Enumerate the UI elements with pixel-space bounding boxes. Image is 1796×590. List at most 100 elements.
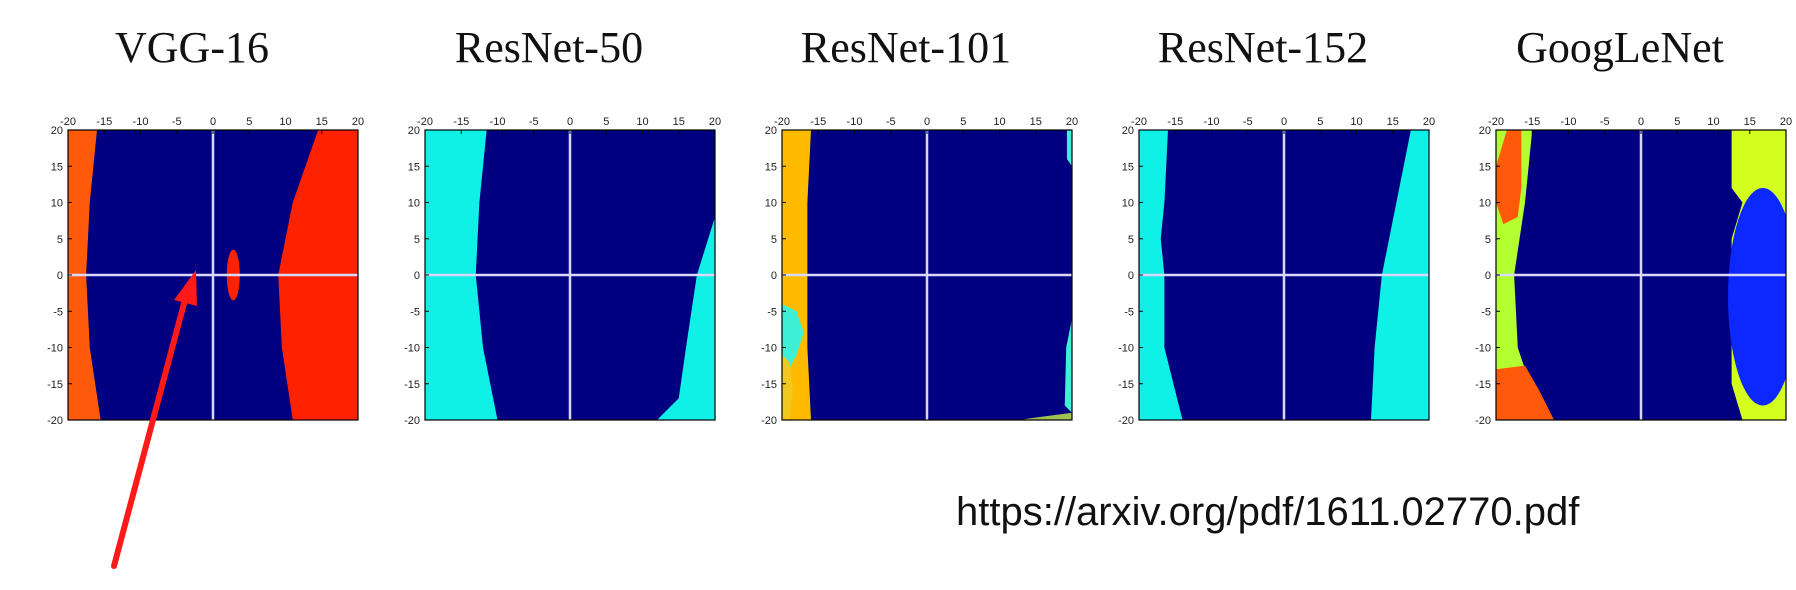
y-tick-label: 20	[51, 125, 63, 137]
x-tick-label: 0	[210, 116, 216, 128]
y-tick-label: 20	[765, 125, 777, 137]
y-tick-label: -10	[1118, 343, 1134, 355]
panel-resnet152: ResNet-152 -20 -15 -10 -5 0 5 10 15 20 20 15 10 5 0 -5…	[1093, 0, 1433, 440]
x-tick-label: -5	[1243, 116, 1253, 128]
x-tick-label: 10	[279, 116, 291, 128]
x-tick-label: -10	[847, 116, 863, 128]
y-tick-label: -5	[53, 306, 63, 318]
panel-title: ResNet-152	[1093, 22, 1433, 73]
y-tick-label: -20	[761, 415, 777, 427]
x-tick-label: -10	[1561, 116, 1577, 128]
y-tick-label: 0	[1485, 270, 1491, 282]
x-tick-label: -10	[1204, 116, 1220, 128]
y-tick-label: -5	[1481, 306, 1491, 318]
x-tick-label: 5	[960, 116, 966, 128]
x-tick-label: 5	[246, 116, 252, 128]
y-tick-label: -5	[767, 306, 777, 318]
y-tick-label: 20	[408, 125, 420, 137]
y-tick-label: 15	[1122, 161, 1134, 173]
y-tick-label: -20	[1118, 415, 1134, 427]
x-tick-label: 0	[924, 116, 930, 128]
y-tick-label: -10	[404, 343, 420, 355]
y-tick-label: 15	[1479, 161, 1491, 173]
y-tick-label: 10	[408, 198, 420, 210]
y-tick-label: 0	[771, 270, 777, 282]
y-tick-label: 10	[1479, 198, 1491, 210]
panel-title: ResNet-50	[379, 22, 719, 73]
y-tick-label: 0	[57, 270, 63, 282]
heatmap-plot: -20 -15 -10 -5 0 5 10 15 20 20 15 10 5 0 -5 -10 -15 -20	[1450, 100, 1790, 430]
x-tick-label: 10	[993, 116, 1005, 128]
y-tick-label: 15	[51, 161, 63, 173]
x-tick-label: 0	[1638, 116, 1644, 128]
heatmap-plot: -20 -15 -10 -5 0 5 10 15 20 20 15 10 5 0 -5 -10 -15 -20	[736, 100, 1076, 430]
x-tick-label: -15	[1167, 116, 1183, 128]
y-tick-label: -15	[1475, 379, 1491, 391]
x-tick-label: -5	[172, 116, 182, 128]
y-tick-label: -15	[404, 379, 420, 391]
y-tick-label: -10	[1475, 343, 1491, 355]
plot-area	[1496, 130, 1796, 420]
y-tick-label: -10	[761, 343, 777, 355]
y-tick-label: -15	[1118, 379, 1134, 391]
x-tick-label: -5	[886, 116, 896, 128]
x-tick-label: -5	[1600, 116, 1610, 128]
x-tick-label: -15	[96, 116, 112, 128]
plot-area	[782, 130, 1072, 420]
y-tick-label: -5	[1124, 306, 1134, 318]
heatmap-plot: -20 -15 -10 -5 0 5 10 15 20 20 15 10 5 0 -5 -10 -15 -20	[379, 100, 719, 430]
x-tick-label: 10	[1707, 116, 1719, 128]
y-tick-label: -20	[404, 415, 420, 427]
y-tick-label: 5	[57, 234, 63, 246]
x-tick-label: 20	[709, 116, 721, 128]
x-tick-label: -15	[453, 116, 469, 128]
plot-area	[425, 130, 715, 420]
x-tick-label: 5	[603, 116, 609, 128]
panel-resnet50: ResNet-50 -20 -15 -10 -5 0 5 10 15 20 20 15 10 5 0 -5-…	[379, 0, 719, 440]
x-tick-label: 15	[673, 116, 685, 128]
panel-title: VGG-16	[22, 22, 362, 73]
plot-area	[68, 130, 358, 420]
panel-title: ResNet-101	[736, 22, 1076, 73]
y-tick-label: 0	[1128, 270, 1134, 282]
y-tick-label: -5	[410, 306, 420, 318]
x-tick-label: 0	[567, 116, 573, 128]
panel-googlenet: GoogLeNet -20 -15 -10 -5 0 5 10 15 20 20 15 10 5 0 -5-…	[1450, 0, 1790, 440]
y-tick-label: -10	[47, 343, 63, 355]
y-tick-label: 10	[765, 198, 777, 210]
panel-title: GoogLeNet	[1450, 22, 1790, 73]
y-tick-label: 5	[414, 234, 420, 246]
x-tick-label: 5	[1317, 116, 1323, 128]
x-tick-label: 5	[1674, 116, 1680, 128]
y-tick-label: -20	[47, 415, 63, 427]
x-tick-label: -15	[1524, 116, 1540, 128]
x-tick-label: -10	[133, 116, 149, 128]
plot-area	[1139, 130, 1429, 420]
y-tick-label: 10	[1122, 198, 1134, 210]
panel-vgg16: VGG-16 -20 -15 -10 -5 0 5 10 15 20 20 15 10 5 0 -5 -10-…	[22, 0, 362, 440]
x-tick-label: 15	[1744, 116, 1756, 128]
x-tick-label: 15	[316, 116, 328, 128]
x-tick-label: -15	[810, 116, 826, 128]
x-tick-label: -10	[490, 116, 506, 128]
x-tick-label: 20	[1423, 116, 1435, 128]
x-tick-label: 15	[1030, 116, 1042, 128]
x-tick-label: -5	[529, 116, 539, 128]
y-tick-label: 10	[51, 198, 63, 210]
x-tick-label: 10	[1350, 116, 1362, 128]
panel-resnet101: ResNet-101 -20 -15 -10 -5 0 5 10 15 20 20 15 10 5 0 -5…	[736, 0, 1076, 440]
y-tick-label: 5	[1128, 234, 1134, 246]
x-tick-label: 0	[1281, 116, 1287, 128]
y-tick-label: 20	[1479, 125, 1491, 137]
x-tick-label: 15	[1387, 116, 1399, 128]
x-tick-label: 20	[1066, 116, 1078, 128]
source-url: https://arxiv.org/pdf/1611.02770.pdf	[956, 490, 1579, 535]
y-tick-label: -20	[1475, 415, 1491, 427]
y-tick-label: -15	[47, 379, 63, 391]
y-tick-label: 5	[1485, 234, 1491, 246]
y-tick-label: 5	[771, 234, 777, 246]
y-tick-label: 15	[765, 161, 777, 173]
y-tick-label: 20	[1122, 125, 1134, 137]
heatmap-plot: -20 -15 -10 -5 0 5 10 15 20 20 15 10 5 0 -5 -10 -15 -20	[22, 100, 362, 430]
heatmap-plot: -20 -15 -10 -5 0 5 10 15 20 20 15 10 5 0 -5 -10 -15 -20	[1093, 100, 1433, 430]
